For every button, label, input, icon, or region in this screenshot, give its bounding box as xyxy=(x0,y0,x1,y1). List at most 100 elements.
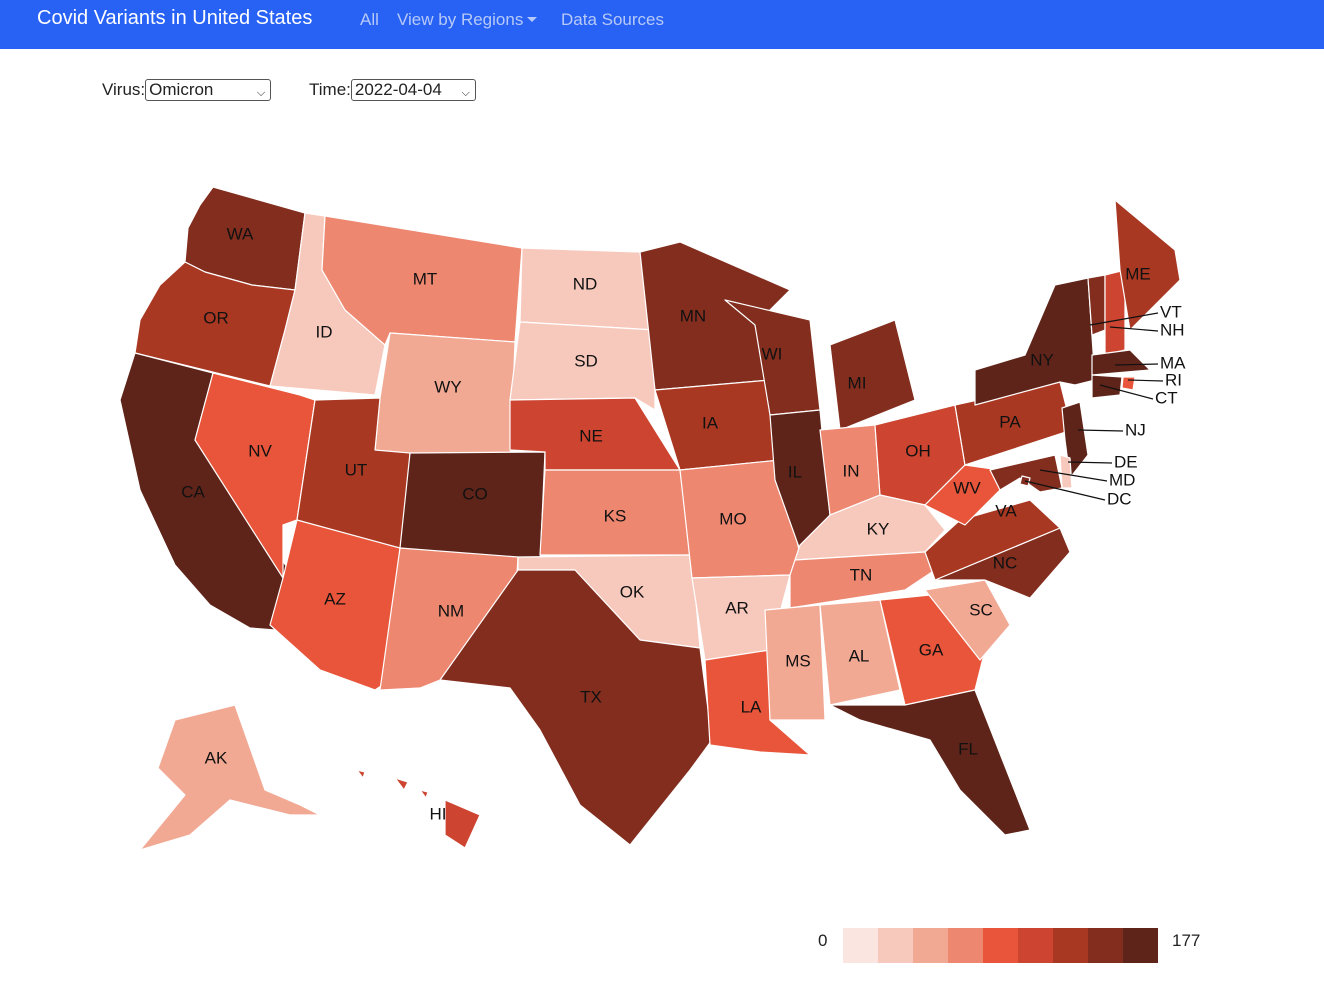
legend-swatch xyxy=(983,928,1018,963)
leader-line-ct xyxy=(1099,384,1154,400)
state-label-mt: MT xyxy=(413,269,438,288)
state-co[interactable] xyxy=(399,451,546,566)
nav-link-data-sources[interactable]: Data Sources xyxy=(561,10,664,29)
state-label-nv: NV xyxy=(248,441,272,460)
legend-swatch xyxy=(1053,928,1088,963)
state-label-ga: GA xyxy=(919,640,944,659)
state-de[interactable] xyxy=(1059,454,1073,489)
chevron-down-icon: ⌵ xyxy=(461,87,470,99)
state-label-al: AL xyxy=(849,646,870,665)
time-select[interactable]: 2022-04-04 ⌵ xyxy=(350,79,476,101)
state-label-ks: KS xyxy=(604,506,627,525)
state-label-wa: WA xyxy=(227,224,254,243)
state-mt[interactable] xyxy=(321,215,523,346)
legend-min-label: 0 xyxy=(818,931,828,950)
leader-line-nj xyxy=(1077,429,1124,432)
leader-line-md xyxy=(1039,469,1108,482)
virus-control: Virus: Omicron ⌵ xyxy=(102,79,272,101)
legend-swatch xyxy=(913,928,948,963)
state-label-ms: MS xyxy=(785,651,811,670)
state-label-nd: ND xyxy=(573,274,598,293)
time-select-value: 2022-04-04 xyxy=(354,80,442,99)
state-label-az: AZ xyxy=(324,589,346,608)
state-label-nc: NC xyxy=(993,553,1018,572)
state-label-va: VA xyxy=(995,501,1017,520)
state-label-ct: CT xyxy=(1155,388,1178,407)
state-tx[interactable] xyxy=(439,569,713,846)
state-ny[interactable] xyxy=(974,277,1096,406)
state-sc[interactable] xyxy=(924,579,1011,661)
state-nv[interactable] xyxy=(194,372,316,579)
state-label-or: OR xyxy=(203,308,229,327)
state-wy[interactable] xyxy=(374,332,516,471)
state-label-ok: OK xyxy=(620,582,645,601)
state-label-nm: NM xyxy=(438,601,464,620)
virus-select[interactable]: Omicron ⌵ xyxy=(145,79,272,101)
state-label-co: CO xyxy=(462,484,488,503)
state-ri[interactable] xyxy=(1121,376,1136,391)
state-label-wv: WV xyxy=(953,478,981,497)
state-va[interactable] xyxy=(924,499,1061,581)
state-label-il: IL xyxy=(788,462,802,481)
state-label-ca: CA xyxy=(181,482,205,501)
state-al[interactable] xyxy=(819,599,901,706)
leader-line-nh xyxy=(1109,326,1159,332)
state-hi[interactable] xyxy=(356,769,481,849)
state-ak[interactable] xyxy=(139,704,321,851)
leader-line-de xyxy=(1067,461,1113,464)
state-label-ri: RI xyxy=(1165,370,1182,389)
navbar: Covid Variants in United States All View… xyxy=(0,0,1324,49)
state-mi[interactable] xyxy=(829,319,916,431)
virus-select-value: Omicron xyxy=(149,80,214,99)
caret-down-icon xyxy=(527,17,538,22)
state-label-tx: TX xyxy=(580,687,602,706)
state-label-de: DE xyxy=(1114,452,1138,471)
state-nh[interactable] xyxy=(1104,269,1126,356)
nav-link-all[interactable]: All xyxy=(360,10,379,29)
legend-swatch xyxy=(843,928,878,963)
state-label-wi: WI xyxy=(762,344,783,363)
state-me[interactable] xyxy=(1114,199,1181,331)
state-label-ma: MA xyxy=(1160,353,1186,372)
state-label-sc: SC xyxy=(969,600,993,619)
time-control: Time: 2022-04-04 ⌵ xyxy=(309,79,476,101)
state-label-md: MD xyxy=(1109,470,1135,489)
state-ga[interactable] xyxy=(879,594,986,706)
state-label-fl: FL xyxy=(958,739,978,758)
state-label-nh: NH xyxy=(1160,320,1185,339)
state-label-mo: MO xyxy=(719,509,746,528)
state-label-mn: MN xyxy=(680,306,706,325)
state-label-ak: AK xyxy=(205,748,228,767)
state-label-ut: UT xyxy=(345,460,368,479)
state-md[interactable] xyxy=(989,454,1063,493)
state-label-id: ID xyxy=(316,322,333,341)
nav-dropdown-regions[interactable]: View by Regions xyxy=(397,10,538,30)
state-ms[interactable] xyxy=(764,604,826,721)
state-ma[interactable] xyxy=(1091,349,1151,376)
state-label-oh: OH xyxy=(905,441,931,460)
nav-dropdown-regions-label: View by Regions xyxy=(397,10,524,29)
state-label-vt: VT xyxy=(1160,302,1182,321)
state-label-ia: IA xyxy=(702,413,719,432)
leader-line-vt xyxy=(1089,312,1159,326)
state-label-tn: TN xyxy=(850,565,873,584)
state-sd[interactable] xyxy=(509,321,656,411)
state-label-hi: HI xyxy=(430,804,447,823)
state-label-pa: PA xyxy=(999,412,1021,431)
leader-line-ma xyxy=(1114,363,1159,366)
virus-label: Virus: xyxy=(102,80,146,99)
state-label-la: LA xyxy=(741,697,762,716)
legend-swatch xyxy=(1088,928,1123,963)
legend-swatch xyxy=(948,928,983,963)
state-label-mi: MI xyxy=(848,373,867,392)
legend-swatch xyxy=(1123,928,1158,963)
state-label-sd: SD xyxy=(574,351,598,370)
state-label-me: ME xyxy=(1125,264,1151,283)
state-label-nj: NJ xyxy=(1125,420,1146,439)
state-label-dc: DC xyxy=(1107,489,1132,508)
brand-title[interactable]: Covid Variants in United States xyxy=(37,7,313,29)
leader-line-dc xyxy=(1024,480,1106,501)
state-label-ky: KY xyxy=(867,519,890,538)
state-fl[interactable] xyxy=(829,689,1031,836)
